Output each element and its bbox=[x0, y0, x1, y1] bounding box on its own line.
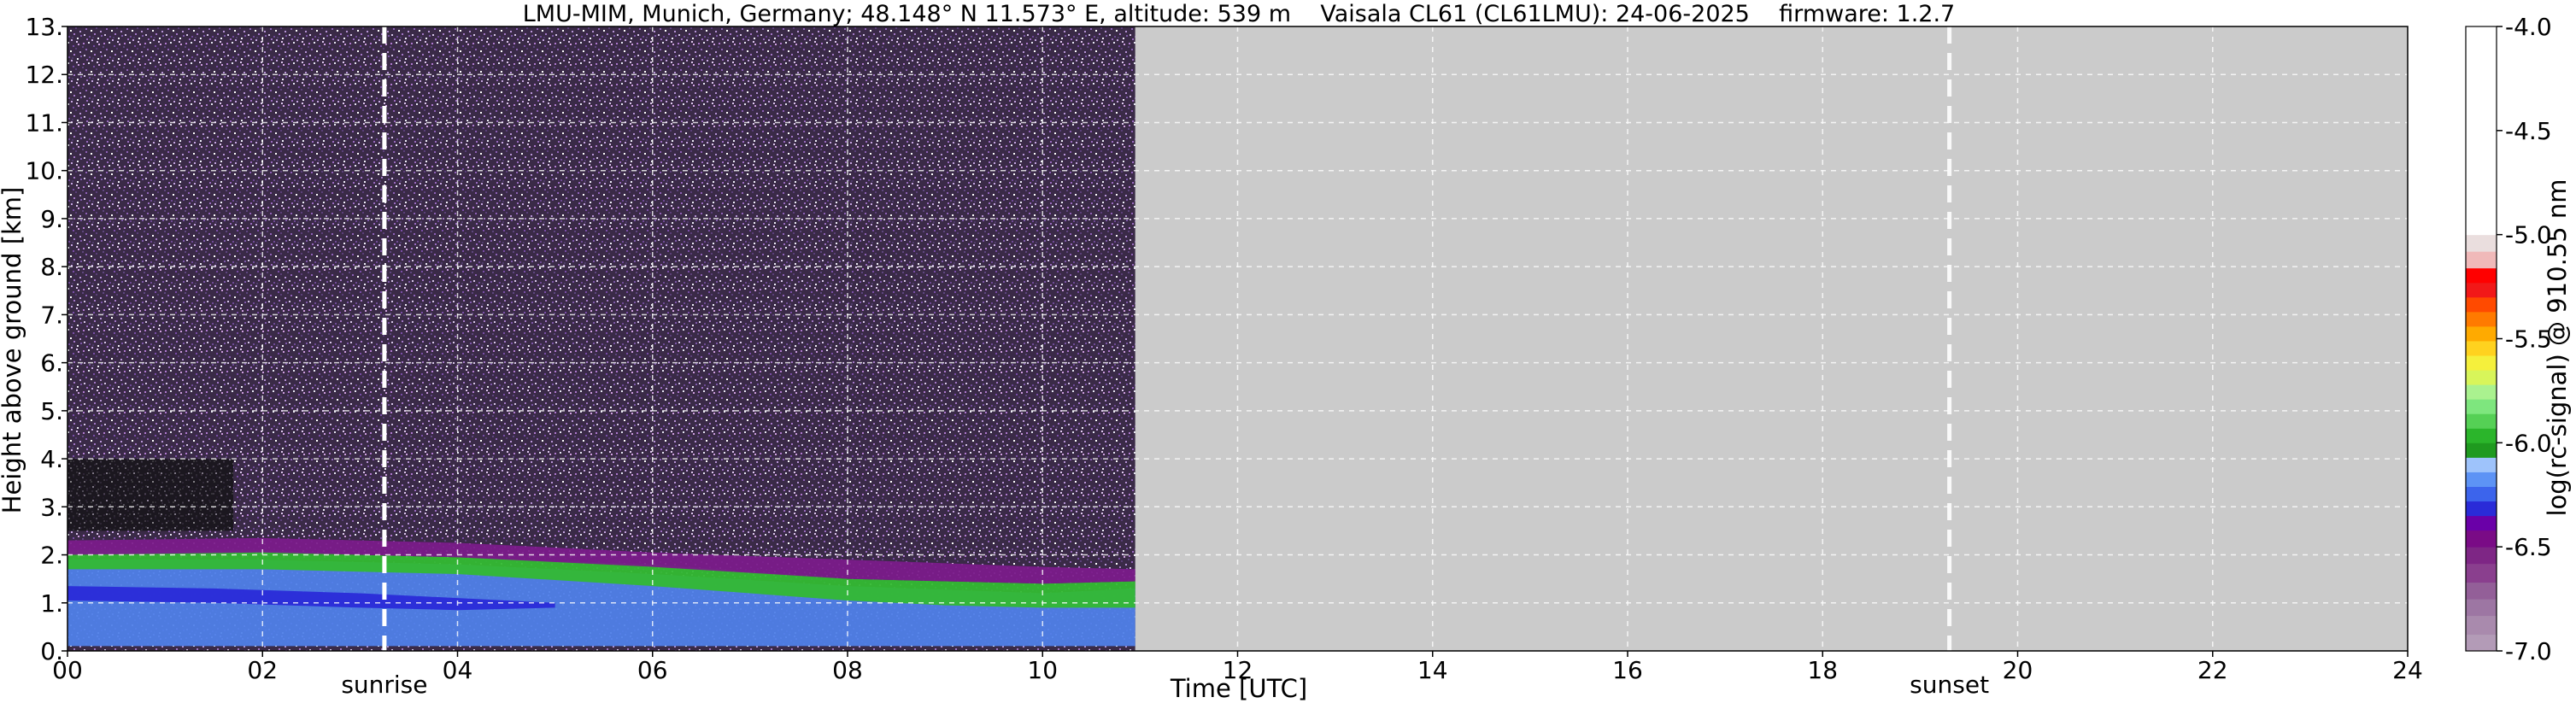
colorbar-band bbox=[2466, 26, 2497, 236]
x-tick-label: 04 bbox=[443, 656, 473, 684]
colorbar-band bbox=[2466, 582, 2497, 600]
colorbar-band bbox=[2466, 296, 2497, 313]
colorbar-band bbox=[2466, 340, 2497, 356]
y-tick-label: 6. bbox=[40, 349, 63, 378]
layer-2 bbox=[67, 549, 1135, 608]
colorbar-band bbox=[2466, 442, 2497, 458]
sunset-label: sunset bbox=[1910, 671, 1989, 699]
colorbar-band bbox=[2466, 457, 2497, 472]
colorbar-tick-label: -5.0 bbox=[2505, 221, 2552, 249]
colorbar: -7.0 -6.5 -6.0 -5.5 -5.0 -4.5 -4.0 bbox=[2465, 13, 2552, 665]
colorbar-band bbox=[2466, 413, 2497, 429]
x-tick-label: 00 bbox=[52, 656, 83, 684]
x-tick-label: 02 bbox=[247, 656, 278, 684]
x-tick-label: 06 bbox=[637, 656, 668, 684]
y-tick-label: 1. bbox=[40, 589, 63, 618]
y-tick-label: 4. bbox=[40, 445, 63, 473]
y-tick-label: 13. bbox=[25, 13, 63, 41]
y-tick-label: 3. bbox=[40, 493, 63, 521]
colorbar-band bbox=[2466, 370, 2497, 385]
layer-4 bbox=[67, 586, 555, 611]
event-markers: sunrise sunset bbox=[341, 26, 1989, 699]
y-tick-label: 7. bbox=[40, 301, 63, 329]
colorbar-tick-label: -5.5 bbox=[2505, 325, 2552, 354]
x-tick-label: 08 bbox=[832, 656, 863, 684]
colorbar-band bbox=[2466, 501, 2497, 517]
colorbar-band bbox=[2466, 515, 2497, 531]
sunrise-label: sunrise bbox=[341, 671, 427, 699]
colorbar-tick-label: -4.0 bbox=[2505, 13, 2552, 41]
colorbar-band bbox=[2466, 634, 2497, 652]
colorbar-band bbox=[2466, 325, 2497, 342]
colorbar-tick-label: -6.0 bbox=[2505, 429, 2552, 457]
y-tick-label: 5. bbox=[40, 397, 63, 425]
y-tick-label: 11. bbox=[25, 108, 63, 137]
colorbar-band bbox=[2466, 563, 2497, 583]
x-tick-label: 10 bbox=[1027, 656, 1058, 684]
x-tick-label: 12 bbox=[1223, 656, 1253, 684]
y-tick-label: 12. bbox=[25, 61, 63, 89]
colorbar-band bbox=[2466, 599, 2497, 617]
colorbar-band bbox=[2466, 486, 2497, 502]
chart-title: LMU-MIM, Munich, Germany; 48.148° N 11.5… bbox=[523, 1, 1956, 27]
colorbar-band bbox=[2466, 428, 2497, 443]
x-tick-label: 16 bbox=[1612, 656, 1643, 684]
colorbar-band bbox=[2466, 282, 2497, 298]
colorbar-band bbox=[2466, 267, 2497, 284]
colorbar-band bbox=[2466, 399, 2497, 414]
colorbar-tick-label: -6.5 bbox=[2505, 533, 2552, 561]
colorbar-label: log(rc-signal) @ 910.55 nm bbox=[2543, 179, 2572, 516]
colorbar-band bbox=[2466, 311, 2497, 327]
colorbar-band bbox=[2466, 615, 2497, 636]
axes: 00 02 04 06 08 10 12 14 16 18 20 22 24 0. 1. 2. 3. 4. 5. 6.… bbox=[25, 13, 2422, 684]
x-axis-label: Time [UTC] bbox=[1170, 674, 1307, 703]
y-axis-label: Height above ground [km] bbox=[0, 187, 26, 514]
colorbar-tick-label: -7.0 bbox=[2505, 637, 2552, 665]
y-tick-label: 9. bbox=[40, 205, 63, 233]
colorbar-band bbox=[2466, 354, 2497, 371]
x-tick-label: 18 bbox=[1807, 656, 1838, 684]
colorbar-band bbox=[2466, 234, 2497, 252]
x-tick-label: 24 bbox=[2392, 656, 2423, 684]
colorbar-band bbox=[2466, 530, 2497, 548]
colorbar-band bbox=[2466, 547, 2497, 565]
y-tick-label: 0. bbox=[40, 637, 63, 665]
x-tick-label: 22 bbox=[2198, 656, 2228, 684]
colorbar-band bbox=[2466, 251, 2497, 269]
low-signal-region bbox=[67, 459, 234, 531]
colorbar-band bbox=[2466, 472, 2497, 488]
colorbar-tick-label: -4.5 bbox=[2505, 117, 2552, 145]
y-tick-label: 2. bbox=[40, 542, 63, 570]
x-tick-label: 20 bbox=[2003, 656, 2033, 684]
grid bbox=[67, 26, 2408, 651]
layer-3 bbox=[67, 537, 1135, 584]
x-tick-label: 14 bbox=[1417, 656, 1448, 684]
colorbar-band bbox=[2466, 384, 2497, 400]
y-tick-label: 10. bbox=[25, 157, 63, 185]
y-tick-label: 8. bbox=[40, 253, 63, 281]
